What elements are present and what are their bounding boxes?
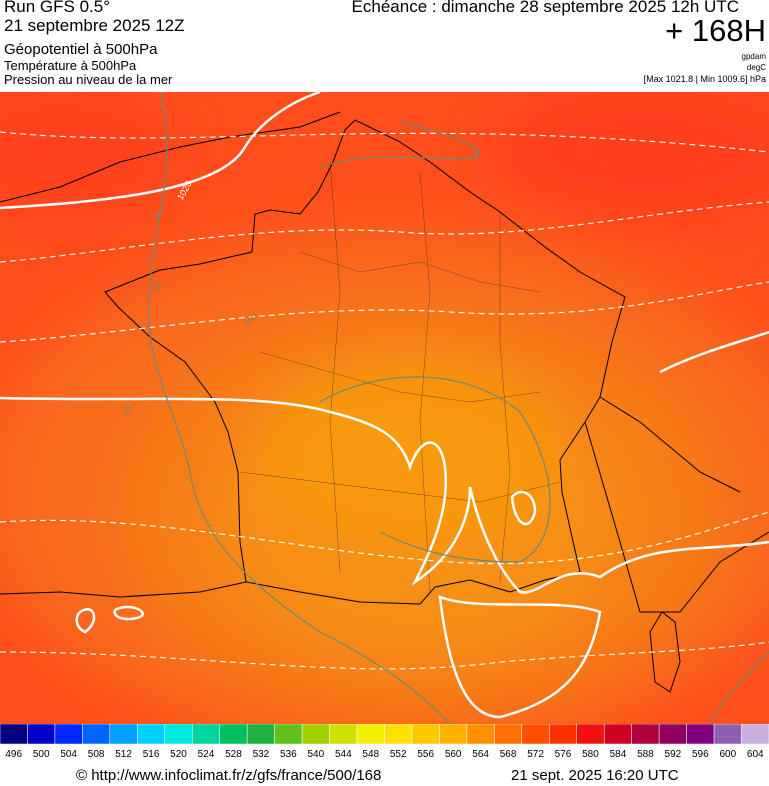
scale-cell bbox=[274, 724, 303, 745]
scale-label: 496 bbox=[5, 749, 22, 758]
contour-label: 16 bbox=[243, 314, 257, 328]
scale-label: 560 bbox=[445, 749, 462, 758]
scale-cell bbox=[0, 724, 28, 745]
scale-cell bbox=[686, 724, 715, 745]
scale-cell bbox=[549, 724, 577, 745]
scale-label: 540 bbox=[307, 749, 324, 758]
scale-label: 536 bbox=[280, 749, 297, 758]
scale-label: 552 bbox=[390, 749, 407, 758]
scale-label: 572 bbox=[527, 749, 544, 758]
scale-cell bbox=[603, 724, 632, 745]
scale-cell bbox=[219, 724, 248, 745]
scale-cell bbox=[27, 724, 56, 745]
scale-cell bbox=[192, 724, 220, 745]
scale-label: 588 bbox=[637, 749, 654, 758]
geopotential-contours bbox=[0, 131, 769, 670]
scale-cell bbox=[631, 724, 660, 745]
scale-cell bbox=[658, 724, 687, 745]
scale-label: 596 bbox=[692, 749, 709, 758]
scale-cell bbox=[137, 724, 166, 745]
scale-label: 580 bbox=[582, 749, 599, 758]
isobars bbox=[0, 92, 769, 719]
scale-cell bbox=[741, 724, 769, 745]
scale-label: 592 bbox=[665, 749, 682, 758]
scale-cell bbox=[494, 724, 523, 745]
run-date: 21 septembre 2025 12Z bbox=[4, 16, 185, 35]
borders bbox=[239, 161, 561, 593]
scale-label: 532 bbox=[253, 749, 270, 758]
field: Température à 500hPa bbox=[4, 58, 137, 73]
color-scale: 496 500 504 508 512 516 520 524 528 532 536 540 544 5… bbox=[0, 724, 769, 758]
scale-cell bbox=[713, 724, 742, 745]
scale-label: 528 bbox=[225, 749, 242, 758]
scale-cell bbox=[301, 724, 330, 745]
scale-label: 564 bbox=[472, 749, 489, 758]
scale-cell bbox=[164, 724, 193, 745]
run: Run GFS 0.5° bbox=[4, 0, 111, 16]
coastlines bbox=[0, 111, 769, 693]
contour-label: 16 bbox=[151, 279, 165, 293]
scale-label: 576 bbox=[555, 749, 572, 758]
scale-label: 548 bbox=[362, 749, 379, 758]
temperature-contours bbox=[147, 92, 769, 724]
pressure-range: [Max 1021.8 | Min 1009.6] hPa bbox=[643, 74, 766, 84]
lead-time: + 168H bbox=[665, 13, 766, 48]
scale-label: 520 bbox=[170, 749, 187, 758]
scale-label: 568 bbox=[500, 749, 517, 758]
scale-cell bbox=[246, 724, 275, 745]
scale-cell bbox=[109, 724, 138, 745]
scale-cell bbox=[466, 724, 495, 745]
field: Pression au niveau de la mer bbox=[4, 72, 173, 87]
unit: degC bbox=[746, 63, 766, 72]
scale-label: 604 bbox=[747, 749, 764, 758]
scale-label: 556 bbox=[417, 749, 434, 758]
scale-label: 516 bbox=[143, 749, 160, 758]
scale-cell bbox=[576, 724, 605, 745]
scale-cell bbox=[54, 724, 83, 745]
scale-label: 500 bbox=[33, 749, 50, 758]
scale-label: 584 bbox=[610, 749, 627, 758]
scale-label: 504 bbox=[60, 749, 77, 758]
scale-label: 524 bbox=[198, 749, 215, 758]
scale-cell bbox=[521, 724, 550, 745]
forecast-time: Echéance : dimanche 28 septembre 2025 12… bbox=[351, 0, 739, 16]
contour-label: 16 bbox=[469, 149, 483, 163]
scale-label: 508 bbox=[88, 749, 105, 758]
field: Géopotentiel à 500hPa bbox=[4, 41, 158, 58]
unit: gpdam bbox=[741, 52, 766, 61]
contour-label: 16 bbox=[151, 209, 165, 223]
contour-label: 16 bbox=[121, 404, 135, 418]
timestamp: 21 sept. 2025 16:20 UTC bbox=[511, 767, 679, 784]
scale-cell bbox=[411, 724, 440, 745]
scale-cell bbox=[439, 724, 468, 745]
temperature-field bbox=[0, 92, 769, 724]
scale-cell bbox=[384, 724, 413, 745]
scale-label: 512 bbox=[115, 749, 132, 758]
scale-label: 544 bbox=[335, 749, 352, 758]
scale-cell bbox=[82, 724, 111, 745]
scale-cell bbox=[329, 724, 358, 745]
scale-cell bbox=[356, 724, 385, 745]
scale-label: 600 bbox=[719, 749, 736, 758]
source: © http://www.infoclimat.fr/z/gfs/france/… bbox=[76, 767, 382, 784]
